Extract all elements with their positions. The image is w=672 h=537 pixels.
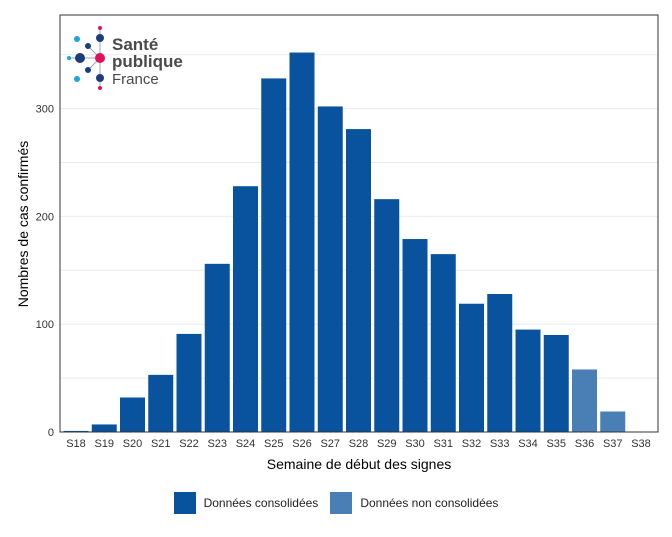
x-tick-label: S28 [349,438,369,450]
legend-label: Données non consolidées [360,496,499,510]
x-tick-label: S37 [603,438,623,450]
legend-label: Données consolidées [203,496,319,510]
bar-S20 [120,397,145,432]
plot-border [59,14,659,433]
y-tick-label: 200 [36,211,54,223]
x-tick-label: S34 [518,438,538,450]
x-tick-label: S33 [490,438,510,450]
bar-S18 [63,430,89,432]
bar-S24 [233,186,258,432]
svg-text:publique: publique [112,52,183,71]
y-axis-label: Nombres de cas confirmés [15,141,31,308]
bar-S22 [176,333,202,432]
x-tick-label: S18 [66,438,86,450]
legend: Données consolidées Données non consolid… [0,492,672,514]
x-tick-label: S19 [94,438,114,450]
x-tick-label: S38 [631,438,651,450]
x-tick-label: S22 [179,438,199,450]
bar-S34 [515,329,541,432]
svg-text:Santé: Santé [112,35,158,54]
x-tick-label: S35 [546,438,566,450]
bar-S19 [91,424,117,432]
bar-S37 [600,411,626,432]
bar-chart: 0 100 200 300 S18 S19 S20 S21 S22 S23 S24 S25 S26 S27… [15,14,659,472]
bar-S29 [374,199,400,432]
bar-S36 [572,369,597,432]
x-tick-label: S29 [377,438,397,450]
x-tick-label: S25 [264,438,284,450]
x-tick-label: S31 [433,438,453,450]
x-tick-label: S20 [123,438,143,450]
bar-S25 [261,78,287,432]
x-tick-label: S21 [151,438,171,450]
bar-S30 [402,239,428,432]
bar-S31 [430,254,456,432]
legend-item-consolidees: Données consolidées [173,492,319,514]
svg-text:France: France [112,71,159,88]
y-tick-label: 0 [48,427,54,439]
bar-S26 [289,52,315,432]
y-tick-label: 100 [36,319,54,331]
bar-S21 [148,374,174,432]
bar-S33 [487,294,513,432]
y-tick-label: 300 [36,104,54,116]
bar-S32 [459,303,484,432]
x-tick-label: S26 [292,438,312,450]
legend-swatch [173,492,196,514]
x-tick-label: S30 [405,438,425,450]
x-tick-label: S36 [575,438,595,450]
x-tick-label: S27 [320,438,340,450]
legend-item-non-consolidees: Données non consolidées [330,492,498,514]
x-tick-label: S32 [462,438,482,450]
x-tick-label: S23 [207,438,227,450]
bar-S35 [543,334,569,432]
bar-S28 [346,129,371,432]
bar-S23 [204,263,230,432]
x-axis-label: Semaine de début des signes [267,456,451,472]
legend-swatch [330,492,353,514]
sante-publique-france-logo: Santé publique France [64,24,194,94]
x-tick-label: S24 [236,438,256,450]
bar-S27 [317,106,343,432]
